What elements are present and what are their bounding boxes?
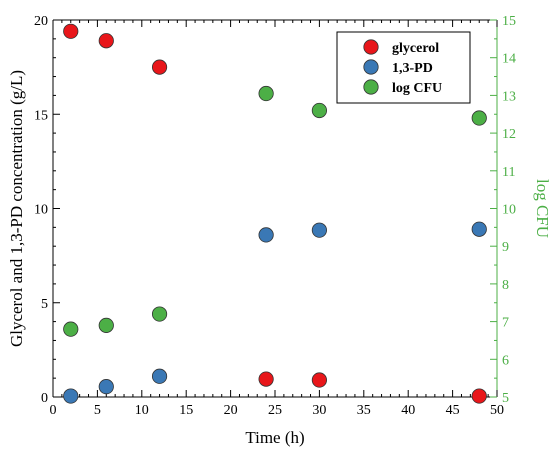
- data-point-1-3-pd: [63, 388, 79, 404]
- data-point-1-3-pd: [258, 227, 274, 243]
- y2-tick-label: 15: [502, 14, 516, 29]
- y2-tick-label: 12: [502, 127, 516, 142]
- x-tick-label: 10: [135, 403, 149, 418]
- right-y-axis-ticks: 5 6 7 8 9 10 11 12 13 14 15: [490, 14, 516, 406]
- right-y-axis-label: log CFU: [533, 179, 550, 238]
- legend-box: [336, 31, 471, 104]
- y2-tick-label: 9: [502, 240, 509, 255]
- data-point-1-3-pd: [98, 379, 114, 395]
- y2-tick-label: 7: [502, 316, 509, 331]
- x-tick-label: 40: [401, 403, 415, 418]
- y2-tick-label: 10: [502, 203, 516, 218]
- data-point-1-3-pd: [311, 222, 327, 238]
- left-y-axis-label: Glycerol and 1,3-PD concentration (g/L): [7, 70, 26, 347]
- y2-tick-label: 6: [502, 353, 509, 368]
- legend-marker-13pd: [363, 59, 379, 75]
- y2-tick-label: 14: [502, 52, 516, 67]
- y-tick-label: 0: [41, 391, 48, 406]
- x-tick-label: 35: [357, 403, 371, 418]
- x-tick-label: 15: [179, 403, 193, 418]
- x-tick-label: 45: [446, 403, 460, 418]
- data-point-log-cfu: [63, 321, 79, 337]
- data-point-log-cfu: [151, 306, 168, 322]
- x-tick-label: 25: [268, 403, 282, 418]
- y-tick-label: 20: [34, 14, 48, 29]
- x-tick-label: 5: [94, 403, 101, 418]
- y-tick-label: 15: [34, 108, 48, 123]
- data-point-log-cfu: [311, 102, 327, 119]
- x-tick-label: 30: [312, 403, 326, 418]
- data-point-log-cfu: [98, 317, 114, 333]
- legend-entry-log-cfu: log CFU: [392, 81, 442, 96]
- data-point-glycerol: [258, 371, 274, 387]
- data-point-log-cfu: [258, 85, 274, 102]
- legend-entry-glycerol: glycerol: [392, 41, 439, 56]
- y2-tick-label: 13: [502, 89, 516, 104]
- x-axis-ticks: 0 5 10 15 20 25 30 35 40 45 50: [50, 20, 504, 418]
- data-point-glycerol: [311, 372, 327, 388]
- x-tick-label: 50: [490, 403, 504, 418]
- legend-marker-log-cfu: [363, 79, 379, 95]
- legend-marker-glycerol: [363, 39, 379, 55]
- y2-tick-label: 8: [502, 278, 509, 293]
- data-point-1-3-pd: [471, 221, 487, 237]
- y-tick-label: 5: [41, 297, 48, 312]
- x-tick-label: 0: [50, 403, 57, 418]
- y-tick-label: 10: [34, 203, 48, 218]
- data-point-glycerol: [98, 33, 114, 49]
- legend: glycerol 1,3-PD log CFU: [336, 31, 471, 104]
- left-y-axis-ticks: 0 5 10 15 20: [34, 14, 60, 406]
- data-point-glycerol: [63, 23, 79, 39]
- data-point-glycerol: [151, 59, 168, 75]
- data-point-1-3-pd: [151, 368, 168, 384]
- y2-tick-label: 5: [502, 391, 509, 406]
- x-tick-label: 20: [224, 403, 238, 418]
- y2-tick-label: 11: [502, 165, 515, 180]
- x-axis-label: Time (h): [245, 428, 304, 447]
- data-points: [63, 23, 487, 404]
- data-point-glycerol: [471, 388, 487, 404]
- data-point-log-cfu: [471, 110, 487, 126]
- legend-entry-13pd: 1,3-PD: [392, 61, 433, 76]
